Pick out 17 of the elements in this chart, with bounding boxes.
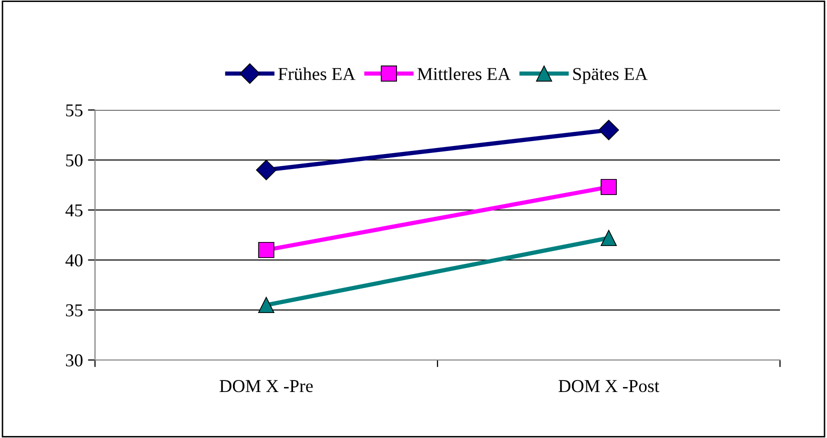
point: [598, 120, 619, 140]
legend-label: Frühes EA: [278, 67, 356, 80]
y-tick-label: 35: [66, 304, 82, 316]
y-tick-label: 50: [66, 154, 83, 166]
point: [600, 230, 617, 246]
y-tick-label: 55: [66, 104, 82, 116]
y-tick-label: 45: [65, 204, 82, 216]
point: [258, 242, 274, 258]
y-tick-label: 40: [65, 254, 83, 266]
point: [600, 178, 617, 196]
x-tick-label: DOM X -Post: [558, 380, 660, 392]
x-tick-label: DOM X -Pre: [220, 380, 313, 392]
legend-label: Mittleres EA: [417, 67, 511, 80]
legend-label: Spätes EA: [573, 68, 648, 84]
y-tick-label: 30: [66, 354, 83, 366]
point: [256, 160, 276, 180]
point: [258, 296, 274, 314]
